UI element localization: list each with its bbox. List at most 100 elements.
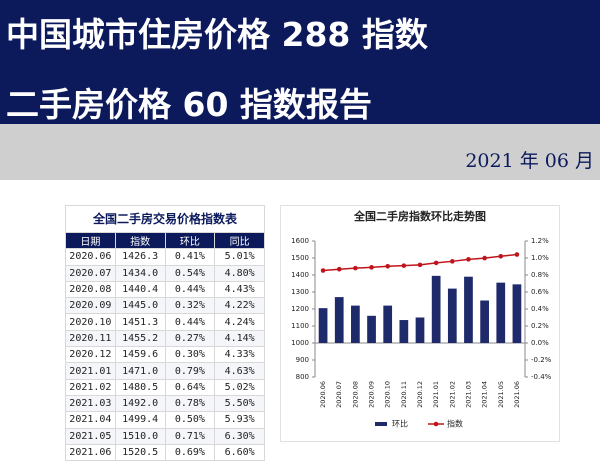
table-cell: 4.22% — [214, 297, 265, 315]
bar — [480, 300, 489, 343]
table-cell: 0.44% — [164, 313, 216, 331]
table-cell: 0.79% — [164, 362, 216, 380]
table-cell: 0.64% — [164, 378, 216, 396]
y2-tick-label: -0.2% — [531, 356, 552, 364]
y2-tick-label: 1.0% — [531, 254, 549, 262]
table-cell: 0.54% — [164, 264, 216, 282]
table-cell: 1510.0 — [114, 427, 166, 445]
point — [369, 265, 374, 270]
legend-swatch — [433, 421, 439, 427]
table-cell: 4.33% — [214, 346, 265, 364]
table-row: 2021.03 1492.0 0.78% 5.50% — [65, 394, 265, 413]
table-cell: 2021.01 — [65, 362, 116, 380]
x-tick-label: 2020.07 — [335, 381, 343, 408]
table-cell: 0.78% — [164, 394, 216, 413]
table-cell: 2020.07 — [65, 264, 116, 282]
table-cell: 4.80% — [214, 264, 265, 282]
table-row: 2021.06 1520.5 0.69% 6.60% — [65, 443, 265, 462]
legend-swatch — [375, 422, 387, 426]
table-cell: 1480.5 — [114, 378, 166, 396]
y2-tick-label: 0.8% — [531, 271, 549, 279]
point — [401, 263, 407, 268]
x-tick-label: 2021.01 — [432, 381, 440, 408]
report-date: 2021 年 06 月 — [465, 150, 594, 172]
table-cell: 2021.05 — [65, 427, 116, 445]
point — [433, 260, 439, 266]
point — [482, 255, 487, 261]
column-header: 日期 — [65, 231, 116, 250]
table-cell: 0.27% — [164, 329, 216, 348]
table-cell: 1499.4 — [114, 411, 166, 429]
table-cell: 6.60% — [214, 443, 265, 462]
table-cell: 4.43% — [214, 280, 265, 299]
chart-frame — [280, 205, 560, 442]
x-tick-label: 2021.03 — [464, 381, 472, 408]
y-tick-label: 1200 — [291, 305, 309, 313]
date-band — [0, 124, 600, 180]
x-tick-label: 2020.12 — [416, 381, 424, 408]
table-cell: 0.32% — [164, 297, 216, 315]
legend-label: 环比 — [392, 419, 408, 429]
bar — [464, 276, 473, 343]
y-tick-label: 1300 — [291, 288, 309, 296]
table-cell: 2020.09 — [65, 297, 116, 315]
y-tick-label: 1500 — [291, 254, 309, 262]
y2-tick-label: -0.4% — [531, 373, 552, 381]
bar — [399, 320, 409, 343]
y-tick-label: 1400 — [291, 271, 309, 279]
x-tick-label: 2020.11 — [400, 381, 408, 408]
point — [466, 257, 471, 262]
x-tick-label: 2021.05 — [497, 381, 505, 408]
table-row: 2020.06 1426.3 0.41% 5.01% — [65, 248, 265, 266]
y2-tick-label: 0.4% — [531, 305, 549, 313]
table-cell: 2021.03 — [65, 394, 116, 413]
table-cell: 2020.08 — [65, 280, 116, 299]
table-cell: 5.02% — [214, 378, 265, 396]
index-table: 全国二手房交易价格指数表 日期 指数 环比 同比 2020.06 1426.3 0.41%… — [65, 205, 265, 462]
table-cell: 1440.4 — [114, 280, 166, 299]
bar — [367, 315, 376, 343]
y-tick-label: 1600 — [291, 237, 309, 245]
table-cell: 1426.3 — [114, 248, 166, 266]
bar — [447, 288, 457, 343]
bar — [351, 305, 360, 343]
point — [385, 263, 390, 269]
table-cell: 2021.02 — [65, 378, 116, 396]
table-row: 2021.02 1480.5 0.64% 5.02% — [65, 378, 265, 396]
table-cell: 1434.0 — [114, 264, 166, 282]
table-cell: 1492.0 — [114, 394, 166, 413]
table-cell: 6.30% — [214, 427, 265, 445]
table-cell: 0.69% — [164, 443, 216, 462]
point — [498, 254, 504, 259]
bar — [431, 275, 441, 343]
bar — [318, 308, 328, 343]
table-cell: 5.50% — [214, 394, 265, 413]
table-cell: 4.14% — [214, 329, 265, 348]
table-cell: 1455.2 — [114, 329, 166, 348]
y2-tick-label: 0.2% — [531, 322, 549, 330]
table-cell: 1445.0 — [114, 297, 166, 315]
x-tick-label: 2020.10 — [384, 381, 392, 408]
table-body: 2020.06 1426.3 0.41% 5.01% 2020.07 1434.0 0.54… — [65, 248, 265, 462]
table-cell: 0.44% — [164, 280, 216, 299]
bar — [415, 317, 425, 343]
y-tick-label: 1100 — [291, 322, 309, 330]
x-tick-label: 2020.06 — [319, 381, 327, 408]
x-tick-label: 2021.02 — [448, 381, 456, 408]
table-title: 全国二手房交易价格指数表 — [65, 205, 265, 232]
table-cell: 2020.12 — [65, 346, 116, 364]
table-row: 2020.11 1455.2 0.27% 4.14% — [65, 329, 265, 348]
x-tick-label: 2021.06 — [513, 381, 521, 408]
table-cell: 2020.06 — [65, 248, 116, 266]
table-cell: 2021.04 — [65, 411, 116, 429]
column-header: 同比 — [214, 231, 265, 250]
bar — [334, 297, 344, 343]
table-row: 2021.04 1499.4 0.50% 5.93% — [65, 411, 265, 429]
column-header: 指数 — [114, 231, 166, 250]
y2-tick-label: 0.6% — [531, 288, 549, 296]
table-row: 2020.12 1459.6 0.30% 4.33% — [65, 346, 265, 364]
x-tick-label: 2021.04 — [481, 381, 489, 408]
bar — [512, 284, 522, 343]
y2-tick-label: 1.2% — [531, 237, 549, 245]
